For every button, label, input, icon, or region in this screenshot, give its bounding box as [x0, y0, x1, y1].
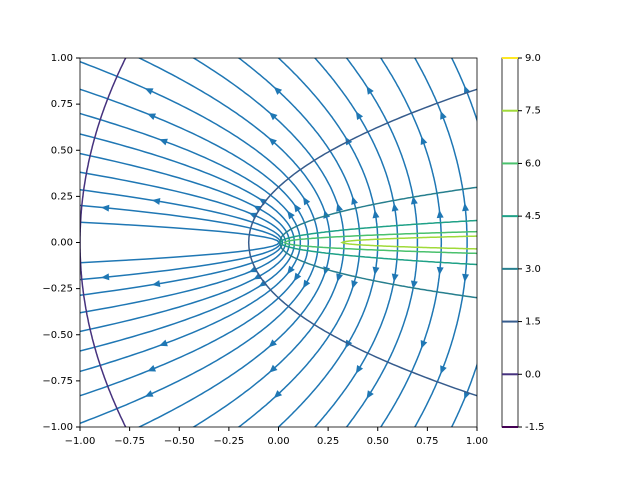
streamline	[80, 189, 284, 296]
streamline	[137, 58, 331, 427]
contour-line	[282, 230, 477, 255]
stream-arrow	[159, 138, 168, 146]
x-tick-label: 0.75	[416, 436, 438, 447]
y-tick-label: −1.00	[42, 422, 73, 433]
stream-arrow	[355, 364, 364, 374]
streamline	[379, 58, 443, 427]
stream-arrow	[144, 88, 154, 95]
stream-arrow	[287, 265, 295, 275]
stream-arrow	[420, 136, 428, 146]
x-tick-label: 0.50	[367, 436, 389, 447]
streamline	[277, 58, 379, 427]
stream-arrow	[253, 272, 263, 280]
stream-arrow	[440, 365, 447, 375]
stream-arrow	[268, 339, 277, 348]
y-tick-label: 1.00	[51, 53, 73, 64]
colorbar-tick-label: 7.5	[525, 106, 541, 117]
stream-arrow	[372, 209, 380, 219]
stream-arrow	[269, 364, 278, 373]
colorbar-tick-label: 1.5	[525, 317, 541, 328]
stream-arrow	[293, 203, 302, 213]
colorbar-tick-label: 0.0	[525, 369, 541, 380]
stream-arrow	[159, 339, 168, 347]
stream-arrow	[436, 209, 444, 219]
y-tick-label: −0.25	[42, 284, 73, 295]
plot-area	[80, 58, 477, 427]
y-tick-label: 0.25	[51, 191, 73, 202]
colorbar-tick-label: 4.5	[525, 211, 541, 222]
stream-arrow	[303, 196, 311, 206]
x-tick-label: −0.75	[114, 436, 145, 447]
stream-arrow	[144, 390, 154, 397]
streamline	[80, 88, 310, 397]
colorbar-tick-label: 9.0	[525, 53, 541, 64]
stream-arrow	[303, 279, 311, 289]
stream-arrow	[440, 110, 447, 120]
stream-arrow	[336, 203, 343, 212]
stream-arrow	[462, 273, 470, 283]
x-tick-label: −1.00	[65, 436, 96, 447]
stream-arrow	[287, 210, 295, 220]
y-tick-label: 0.75	[51, 99, 73, 110]
stream-arrow	[336, 273, 343, 282]
streamline	[345, 58, 419, 427]
streamline	[192, 58, 345, 427]
colorbar-tick-label: 6.0	[525, 158, 541, 169]
stream-arrow	[366, 390, 374, 399]
stream-arrow	[273, 390, 283, 399]
contour-line	[278, 186, 477, 299]
x-tick-label: −0.25	[214, 436, 245, 447]
stream-arrow	[268, 137, 277, 146]
stream-arrow	[147, 113, 157, 121]
streamline	[450, 58, 477, 427]
streamline	[80, 152, 291, 333]
stream-arrow	[462, 202, 470, 212]
stream-arrow	[355, 111, 364, 121]
streamline	[80, 112, 302, 373]
stream-arrow	[101, 273, 110, 281]
y-tick-label: 0.00	[51, 238, 73, 249]
contour-line	[279, 219, 477, 266]
contour-line	[247, 88, 477, 397]
y-tick-label: −0.50	[42, 330, 73, 341]
contour-line	[80, 58, 127, 427]
stream-arrow	[410, 280, 418, 289]
stream-arrow	[351, 196, 358, 205]
stream-arrow	[410, 196, 418, 205]
stream-arrow	[391, 202, 399, 212]
stream-arrow	[420, 339, 428, 349]
stream-arrow	[366, 86, 374, 95]
stream-arrow	[391, 273, 399, 283]
stream-arrow	[372, 266, 380, 276]
y-tick-label: −0.75	[42, 376, 73, 387]
x-tick-label: 0.00	[267, 436, 289, 447]
streamline	[237, 58, 361, 427]
streamline	[80, 133, 296, 352]
stream-arrow	[436, 266, 444, 276]
streamline	[80, 60, 319, 425]
stream-arrow	[351, 280, 358, 289]
x-tick-label: −0.50	[164, 436, 195, 447]
stream-arrow	[269, 112, 278, 121]
y-tick-label: 0.50	[51, 145, 73, 156]
x-tick-label: 1.00	[466, 436, 488, 447]
stream-arrow	[273, 86, 283, 95]
stream-arrow	[253, 205, 263, 213]
x-tick-label: 0.25	[317, 436, 339, 447]
streamline	[313, 58, 399, 427]
colorbar	[501, 57, 519, 428]
stream-arrow	[293, 272, 302, 282]
contour-line	[340, 235, 477, 250]
colorbar-tick-label: -1.5	[525, 422, 545, 433]
stream-arrow	[151, 198, 161, 205]
colorbar-tick-label: 3.0	[525, 264, 541, 275]
stream-arrow	[147, 364, 157, 372]
stream-arrow	[151, 280, 161, 287]
stream-arrow	[101, 204, 110, 212]
